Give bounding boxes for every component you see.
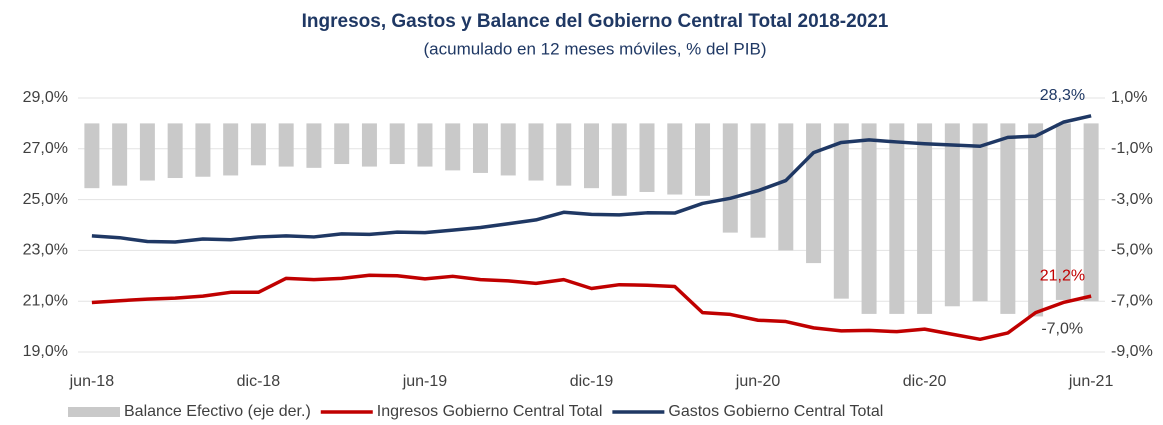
bar — [223, 123, 239, 176]
bar — [334, 123, 350, 165]
bar — [1028, 123, 1044, 317]
bar — [84, 123, 100, 189]
data-label: 21,2% — [1040, 267, 1085, 284]
chart-subtitle: (acumulado en 12 meses móviles, % del PI… — [424, 39, 767, 58]
y2-tick-label: -1,0% — [1111, 140, 1153, 157]
legend-label: Gastos Gobierno Central Total — [668, 403, 883, 420]
bar — [167, 123, 183, 179]
y2-tick-label: -9,0% — [1111, 343, 1153, 360]
bar — [806, 123, 822, 264]
bar — [278, 123, 294, 167]
bar — [195, 123, 211, 177]
bar — [889, 123, 905, 314]
y-tick-label: 27,0% — [23, 140, 68, 157]
bar — [750, 123, 766, 238]
bar — [306, 123, 322, 168]
bar — [861, 123, 877, 314]
bar — [833, 123, 849, 299]
bar — [639, 123, 655, 192]
chart-title: Ingresos, Gastos y Balance del Gobierno … — [302, 11, 889, 32]
legend-label: Balance Efectivo (eje der.) — [124, 403, 311, 420]
y-tick-label: 25,0% — [23, 191, 68, 208]
bar — [722, 123, 738, 233]
bar — [972, 123, 988, 302]
y-tick-label: 29,0% — [23, 89, 68, 106]
bar — [1083, 123, 1099, 302]
y-tick-label: 23,0% — [23, 242, 68, 259]
bar — [556, 123, 572, 186]
bar — [472, 123, 488, 173]
bar — [944, 123, 960, 307]
bar — [695, 123, 711, 196]
bar — [139, 123, 155, 181]
bar — [112, 123, 128, 186]
x-tick-label: jun-18 — [69, 373, 115, 390]
line — [91, 273, 1092, 342]
data-label: -7,0% — [1041, 320, 1083, 337]
x-tick-label: jun-20 — [735, 373, 781, 390]
bar — [667, 123, 683, 195]
bar — [584, 123, 599, 189]
y-tick-label: 21,0% — [23, 292, 68, 309]
bar — [611, 123, 627, 196]
bar — [250, 123, 266, 166]
y-tick-label: 19,0% — [23, 343, 68, 360]
bar — [500, 123, 516, 176]
bar — [389, 123, 405, 165]
x-tick-label: dic-18 — [237, 373, 281, 390]
bar — [528, 123, 544, 181]
x-tick-label: jun-21 — [1068, 373, 1114, 390]
x-tick-label: dic-20 — [903, 373, 947, 390]
bar — [361, 123, 377, 167]
bar — [778, 123, 794, 251]
bar — [917, 123, 933, 314]
bar — [445, 123, 461, 171]
bar — [1055, 123, 1071, 300]
y2-tick-label: 1,0% — [1111, 89, 1147, 106]
bar — [417, 123, 433, 167]
bar — [1000, 123, 1016, 314]
x-tick-label: dic-19 — [570, 373, 614, 390]
legend-label: Ingresos Gobierno Central Total — [377, 403, 603, 420]
line — [91, 114, 1092, 244]
y2-tick-label: -7,0% — [1111, 292, 1153, 309]
legend-swatch — [68, 407, 120, 417]
y2-tick-label: -3,0% — [1111, 191, 1153, 208]
data-label: 28,3% — [1040, 87, 1085, 104]
y2-tick-label: -5,0% — [1111, 242, 1153, 259]
x-tick-label: jun-19 — [402, 373, 448, 390]
